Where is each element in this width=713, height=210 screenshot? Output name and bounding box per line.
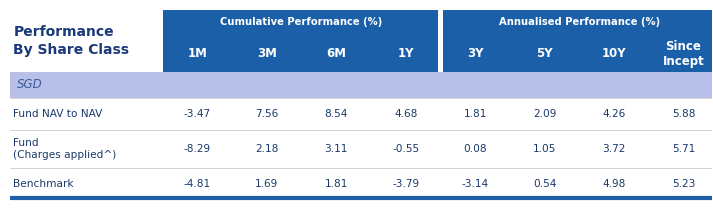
Text: 2.09: 2.09	[533, 109, 556, 119]
Text: 1.81: 1.81	[324, 179, 348, 189]
Text: Fund NAV to NAV: Fund NAV to NAV	[14, 109, 103, 119]
Text: Performance
By Share Class: Performance By Share Class	[14, 25, 130, 57]
Text: -3.47: -3.47	[184, 109, 211, 119]
Text: -0.55: -0.55	[392, 144, 419, 154]
Text: 3.72: 3.72	[602, 144, 626, 154]
Text: 7.56: 7.56	[255, 109, 278, 119]
Text: -4.81: -4.81	[184, 179, 211, 189]
Text: 1.05: 1.05	[533, 144, 556, 154]
Text: 4.68: 4.68	[394, 109, 417, 119]
Text: Cumulative Performance (%): Cumulative Performance (%)	[220, 17, 383, 27]
Text: 5.23: 5.23	[672, 179, 695, 189]
Text: 4.98: 4.98	[602, 179, 626, 189]
Text: 6M: 6M	[327, 47, 347, 60]
Text: 5Y: 5Y	[536, 47, 553, 60]
Text: Fund
(Charges applied^): Fund (Charges applied^)	[14, 138, 117, 160]
Bar	[163, 10, 438, 72]
Text: 5.71: 5.71	[672, 144, 695, 154]
Text: Benchmark: Benchmark	[14, 179, 74, 189]
Text: 1Y: 1Y	[397, 47, 414, 60]
Text: 1.69: 1.69	[255, 179, 278, 189]
Text: -3.14: -3.14	[461, 179, 488, 189]
Text: Annualised Performance (%): Annualised Performance (%)	[499, 17, 660, 27]
Text: 10Y: 10Y	[602, 47, 627, 60]
Text: -3.79: -3.79	[392, 179, 419, 189]
Text: 0.08: 0.08	[463, 144, 487, 154]
Text: 3.11: 3.11	[324, 144, 348, 154]
Bar	[443, 10, 713, 72]
Text: Since
Incept: Since Incept	[662, 40, 704, 68]
Text: 3Y: 3Y	[467, 47, 483, 60]
Text: 1.81: 1.81	[463, 109, 487, 119]
Text: 2.18: 2.18	[255, 144, 279, 154]
Text: 5.88: 5.88	[672, 109, 695, 119]
Text: -8.29: -8.29	[184, 144, 211, 154]
Bar	[10, 72, 713, 98]
Text: 4.26: 4.26	[602, 109, 626, 119]
Text: 3M: 3M	[257, 47, 277, 60]
Text: 8.54: 8.54	[324, 109, 348, 119]
Text: 0.54: 0.54	[533, 179, 556, 189]
Text: SGD: SGD	[17, 78, 43, 91]
Text: 1M: 1M	[188, 47, 207, 60]
